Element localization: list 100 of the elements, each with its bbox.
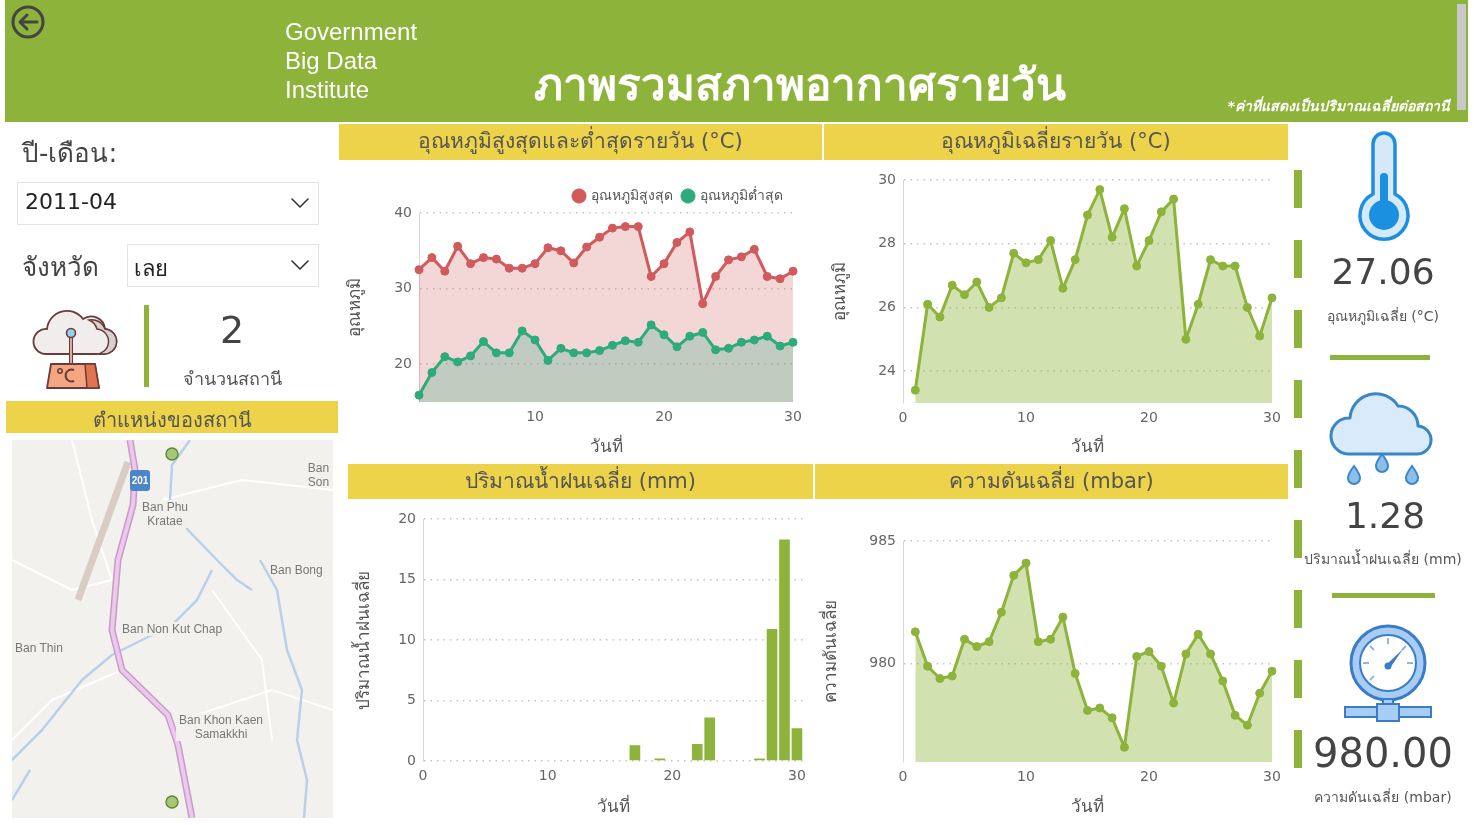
text: 2 bbox=[219, 308, 245, 352]
point bbox=[620, 222, 630, 232]
point bbox=[1119, 742, 1129, 752]
point bbox=[1267, 666, 1277, 676]
point bbox=[1206, 255, 1215, 265]
x-tick-label: 0 bbox=[898, 768, 908, 785]
text: 1.28 bbox=[1344, 495, 1426, 536]
point bbox=[1206, 649, 1215, 659]
point bbox=[478, 337, 488, 347]
text: 27.06 bbox=[1331, 251, 1435, 292]
point bbox=[775, 274, 785, 284]
text: 2011-04 bbox=[25, 189, 117, 214]
y-tick-label: 40 bbox=[394, 203, 412, 220]
point bbox=[427, 253, 437, 263]
point bbox=[556, 343, 566, 353]
point bbox=[711, 345, 721, 355]
text: Ban Khon Kaen Samakkhi bbox=[176, 713, 266, 741]
point bbox=[762, 272, 772, 281]
y-tick-label: 30 bbox=[394, 279, 412, 296]
point bbox=[1230, 261, 1240, 271]
point bbox=[453, 357, 463, 367]
point bbox=[1119, 204, 1129, 214]
point bbox=[646, 272, 656, 281]
point bbox=[698, 327, 708, 337]
y-tick-label: 28 bbox=[878, 234, 896, 251]
point bbox=[659, 330, 669, 340]
x-tick-label: 20 bbox=[1140, 768, 1158, 785]
point bbox=[607, 223, 617, 233]
text: ตำแหน่งของสถานี bbox=[92, 407, 252, 434]
point bbox=[491, 348, 501, 358]
point bbox=[972, 642, 982, 652]
point bbox=[620, 336, 630, 346]
text: 201 bbox=[131, 475, 149, 486]
chart-title: อุณหภูมิเฉลี่ยรายวัน (°C) bbox=[941, 126, 1171, 156]
legend-label: อุณหภูมิสูงสุด bbox=[591, 186, 673, 204]
text: Ban Son bbox=[306, 461, 331, 489]
y-tick-label: 20 bbox=[394, 354, 412, 371]
point bbox=[1193, 299, 1203, 309]
x-tick-label: 20 bbox=[655, 408, 673, 425]
point bbox=[1009, 570, 1019, 580]
point bbox=[659, 259, 669, 269]
point bbox=[607, 340, 617, 350]
text: เลย bbox=[134, 255, 168, 283]
y-axis-title: อุณหภูมิ bbox=[343, 278, 365, 337]
x-tick-label: 30 bbox=[1263, 768, 1281, 785]
chart-title: ปริมาณน้ำฝนเฉลี่ย (mm) bbox=[465, 466, 696, 495]
y-tick-label: 20 bbox=[398, 509, 416, 526]
point bbox=[935, 674, 945, 684]
point bbox=[724, 255, 734, 265]
x-tick-label: 10 bbox=[526, 408, 544, 425]
point bbox=[440, 352, 450, 362]
text: 980.00 bbox=[1313, 730, 1453, 776]
point bbox=[530, 335, 540, 345]
point bbox=[1058, 283, 1068, 293]
y-tick-label: 980 bbox=[869, 654, 896, 671]
text: Ban Thin bbox=[15, 641, 63, 655]
text: ปริมาณน้ำฝนเฉลี่ย (mm) bbox=[1304, 548, 1462, 569]
point bbox=[427, 368, 437, 378]
y-tick-label: 15 bbox=[398, 570, 416, 587]
point bbox=[1107, 232, 1117, 242]
point bbox=[1255, 688, 1265, 698]
point bbox=[1156, 207, 1166, 217]
point bbox=[1046, 634, 1056, 644]
text: จำนวนสถานี bbox=[182, 367, 282, 391]
point bbox=[1009, 248, 1019, 258]
y-tick-label: 985 bbox=[869, 531, 896, 548]
x-tick-label: 10 bbox=[1017, 409, 1035, 426]
y-tick-label: 5 bbox=[407, 691, 416, 708]
x-tick-label: 10 bbox=[538, 767, 557, 784]
text: Ban Phu Kratae bbox=[140, 500, 190, 528]
point bbox=[1218, 676, 1228, 686]
point bbox=[414, 265, 424, 275]
point bbox=[1058, 612, 1068, 622]
point bbox=[1242, 302, 1252, 312]
y-tick-label: 26 bbox=[878, 298, 897, 315]
point bbox=[736, 337, 746, 347]
point bbox=[960, 634, 969, 644]
point bbox=[1033, 637, 1043, 647]
text: ภาพรวมสภาพอากาศรายวัน bbox=[534, 58, 1066, 112]
point bbox=[984, 637, 994, 647]
bar bbox=[766, 629, 778, 761]
point bbox=[1169, 698, 1179, 708]
point bbox=[466, 351, 476, 361]
legend-label: อุณหภูมิต่ำสุด bbox=[700, 185, 783, 204]
y-axis-title: ความดันเฉลี่ย bbox=[817, 600, 840, 703]
text: ความดันเฉลี่ย (mbar) bbox=[1314, 787, 1452, 807]
x-tick-label: 30 bbox=[788, 767, 806, 784]
x-tick-label: 10 bbox=[1017, 768, 1035, 785]
point bbox=[569, 258, 579, 268]
chart-title: อุณหภูมิสูงสุดและต่ำสุดรายวัน (°C) bbox=[418, 126, 743, 156]
point bbox=[762, 331, 772, 341]
x-tick-label: 0 bbox=[418, 767, 428, 784]
point bbox=[1021, 558, 1031, 568]
chart-title: ความดันเฉลี่ย (mbar) bbox=[949, 466, 1154, 495]
point bbox=[414, 390, 424, 400]
point bbox=[517, 263, 527, 273]
point bbox=[1033, 255, 1043, 265]
point bbox=[1169, 194, 1179, 204]
point bbox=[984, 302, 994, 312]
point bbox=[724, 343, 734, 353]
